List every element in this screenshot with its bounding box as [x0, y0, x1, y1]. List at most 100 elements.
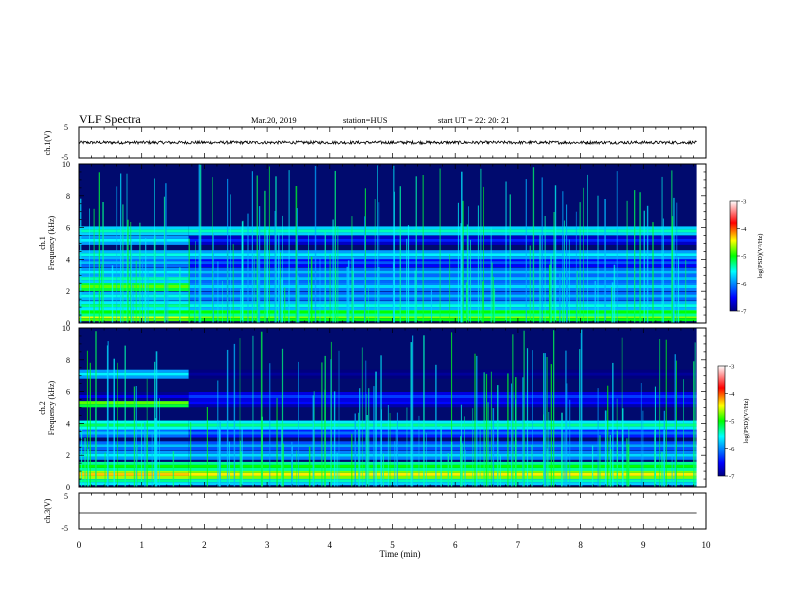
sferic-streak — [493, 288, 496, 323]
y-tick-label: 8 — [66, 192, 70, 201]
sferic-streak — [544, 216, 546, 323]
sferic-streak — [694, 342, 696, 487]
sferic-streak — [485, 373, 488, 487]
spectral-band — [79, 238, 189, 242]
sferic-streak — [258, 206, 261, 323]
sferic-streak — [587, 174, 588, 323]
sferic-streak — [548, 412, 550, 487]
sferic-streak — [364, 188, 366, 323]
spectral-band — [188, 372, 697, 376]
sferic-streak — [351, 433, 353, 487]
ch2-spec-ylabel-channel: ch.2 — [38, 401, 47, 415]
sferic-streak — [308, 282, 310, 323]
sferic-streak — [101, 264, 103, 323]
y-tick-label: 4 — [66, 419, 70, 428]
sferic-streak — [462, 200, 464, 323]
spectral-band — [188, 226, 697, 230]
spectral-band — [188, 401, 697, 405]
sferic-streak — [116, 186, 118, 323]
ch1-colorbar-ticks: -3 -4 -5 -6 -7 — [737, 199, 747, 316]
sferic-streak — [412, 335, 414, 487]
sferic-streak — [549, 264, 551, 323]
spectral-band — [188, 307, 697, 311]
sferic-streak — [252, 335, 254, 487]
spectral-band — [188, 232, 697, 236]
sferic-streak — [546, 357, 548, 487]
date-label: Mar.20, 2019 — [251, 115, 297, 125]
colorbar-tick-label: -3 — [741, 199, 746, 206]
spectral-band — [188, 398, 697, 401]
sferic-streak — [523, 330, 525, 487]
sferic-streak — [373, 386, 375, 487]
sferic-streak — [321, 362, 323, 487]
sferic-streak — [616, 171, 618, 323]
ch1-ylabel: ch.1(V) — [43, 130, 52, 155]
sferic-streak — [464, 416, 465, 487]
spectral-band — [188, 482, 697, 486]
sferic-streak — [251, 171, 253, 323]
sferic-streak — [141, 423, 143, 487]
spectral-band — [188, 313, 697, 317]
sferic-streak — [155, 351, 158, 487]
sferic-streak — [607, 385, 609, 487]
x-tick-label: 6 — [453, 540, 458, 550]
spectral-band — [188, 267, 697, 271]
y-tick-label: 6 — [66, 388, 70, 397]
sferic-streak — [659, 339, 661, 487]
sferic-streak — [477, 205, 479, 323]
sferic-streak — [132, 284, 134, 323]
sferic-streak — [387, 405, 389, 487]
sferic-streak — [266, 230, 268, 323]
sferic-streak — [154, 361, 156, 487]
sferic-streak — [543, 414, 544, 487]
sferic-streak — [154, 178, 155, 323]
sferic-streak — [120, 173, 122, 323]
sferic-streak — [253, 254, 255, 323]
sferic-streak — [613, 264, 616, 323]
sferic-streak — [95, 331, 97, 487]
sferic-streak — [314, 166, 317, 323]
sferic-streak — [583, 187, 584, 323]
y-tick-label: 8 — [66, 356, 70, 365]
sferic-streak — [127, 219, 129, 323]
sferic-streak — [239, 338, 241, 487]
spectral-band — [188, 241, 697, 245]
sferic-streak — [308, 446, 311, 487]
spectral-band — [79, 273, 189, 277]
spectral-band — [188, 315, 697, 319]
sferic-streak — [382, 453, 384, 487]
sferic-streak — [460, 436, 462, 487]
sferic-streak — [642, 410, 644, 487]
spectral-band — [188, 434, 697, 438]
sferic-streak — [167, 274, 169, 323]
colorbar-tick-label: -6 — [729, 446, 735, 453]
sferic-streak — [541, 177, 543, 323]
sferic-streak — [435, 364, 437, 487]
spectral-band — [188, 318, 697, 322]
x-tick-label: 8 — [578, 540, 583, 550]
sferic-streak — [298, 287, 300, 323]
spectral-band — [79, 229, 189, 233]
spectral-band — [188, 426, 697, 430]
sferic-streak — [491, 262, 493, 323]
sferic-streak — [113, 358, 115, 487]
sferic-streak — [89, 362, 91, 487]
sferic-streak — [472, 408, 474, 487]
spectral-band — [188, 469, 697, 473]
sferic-streak — [597, 388, 599, 487]
sferic-streak — [226, 349, 229, 487]
sferic-streak — [566, 383, 568, 487]
sferic-streak — [151, 431, 153, 487]
station-label: station=HUS — [343, 115, 388, 125]
sferic-streak — [539, 234, 541, 323]
sferic-streak — [469, 239, 471, 323]
ch2-spec-ticks — [78, 327, 707, 488]
sferic-streak — [512, 334, 514, 487]
sferic-streak — [561, 412, 563, 487]
ch2-colorbar-ticks: -3 -4 -5 -6 -7 — [725, 364, 735, 481]
sferic-streak — [685, 259, 687, 323]
sferic-streak — [671, 170, 673, 323]
spectral-band — [188, 277, 697, 281]
y-tick-label: 10 — [62, 160, 70, 169]
sferic-streak — [399, 186, 401, 323]
